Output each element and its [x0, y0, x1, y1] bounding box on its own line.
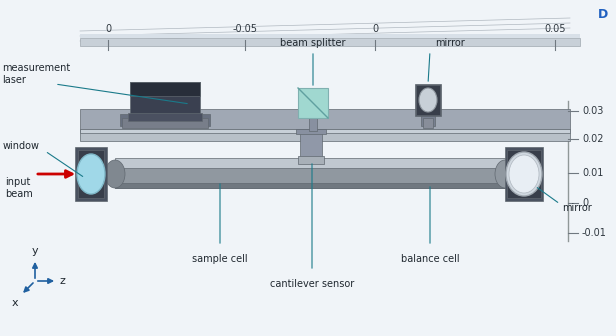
Bar — [505, 147, 543, 201]
Text: z: z — [60, 276, 66, 286]
Text: beam splitter: beam splitter — [280, 38, 346, 48]
Bar — [128, 113, 202, 121]
Ellipse shape — [77, 154, 105, 194]
Text: balance cell: balance cell — [400, 254, 460, 264]
Text: -0.05: -0.05 — [232, 24, 257, 34]
Text: input
beam: input beam — [5, 177, 33, 199]
Ellipse shape — [509, 155, 539, 193]
Bar — [80, 109, 570, 131]
Text: measurement
laser: measurement laser — [2, 63, 70, 85]
Ellipse shape — [495, 160, 515, 188]
Bar — [80, 38, 580, 46]
Bar — [296, 129, 326, 134]
Text: mirror: mirror — [435, 38, 465, 48]
Bar — [421, 114, 435, 126]
Bar — [115, 160, 505, 188]
Text: sample cell: sample cell — [192, 254, 248, 264]
Bar — [507, 150, 541, 198]
Bar — [120, 114, 210, 126]
Bar — [80, 129, 570, 133]
Bar — [115, 158, 505, 168]
Bar — [78, 150, 104, 198]
Text: cantilever sensor: cantilever sensor — [270, 279, 354, 289]
Bar — [122, 118, 208, 128]
Bar — [75, 147, 107, 201]
Text: y: y — [31, 246, 38, 256]
Text: D: D — [598, 8, 608, 21]
Bar — [130, 82, 200, 96]
Text: 0: 0 — [372, 24, 378, 34]
Text: -0.01: -0.01 — [582, 228, 607, 238]
Bar — [130, 82, 200, 118]
Text: x: x — [11, 298, 18, 308]
Text: 0.05: 0.05 — [545, 24, 565, 34]
Bar — [300, 131, 322, 161]
Bar — [298, 156, 324, 164]
Bar — [115, 183, 505, 188]
Bar — [298, 88, 328, 118]
Bar — [309, 117, 317, 131]
Bar — [423, 118, 433, 128]
Text: 0.01: 0.01 — [582, 168, 604, 178]
Text: 0.02: 0.02 — [582, 134, 604, 144]
Text: 0.03: 0.03 — [582, 106, 604, 116]
Text: 0: 0 — [582, 198, 588, 208]
Bar — [80, 34, 580, 38]
Ellipse shape — [105, 160, 125, 188]
Bar — [416, 85, 440, 115]
Text: mirror: mirror — [562, 203, 592, 213]
Ellipse shape — [419, 88, 437, 112]
Text: 0: 0 — [105, 24, 111, 34]
Bar — [80, 129, 570, 141]
Bar — [415, 84, 441, 116]
Text: window: window — [3, 141, 40, 151]
Ellipse shape — [506, 152, 542, 196]
